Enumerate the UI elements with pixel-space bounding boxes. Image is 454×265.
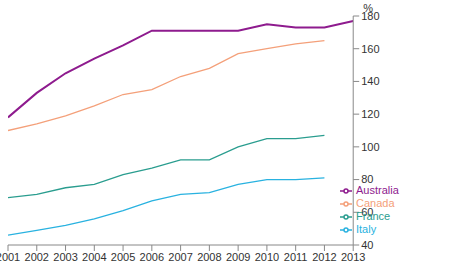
svg-text:2001: 2001 bbox=[8, 251, 20, 263]
svg-text:2010: 2010 bbox=[255, 251, 279, 263]
svg-text:2007: 2007 bbox=[168, 251, 192, 263]
svg-text:2012: 2012 bbox=[312, 251, 336, 263]
svg-text:120: 120 bbox=[361, 108, 379, 120]
svg-text:2005: 2005 bbox=[111, 251, 135, 263]
svg-text:%: % bbox=[363, 2, 373, 14]
svg-text:2002: 2002 bbox=[25, 251, 49, 263]
svg-text:80: 80 bbox=[361, 173, 373, 185]
svg-text:140: 140 bbox=[361, 75, 379, 87]
svg-text:160: 160 bbox=[361, 43, 379, 55]
svg-text:2013: 2013 bbox=[341, 251, 365, 263]
svg-text:2009: 2009 bbox=[226, 251, 250, 263]
svg-text:2006: 2006 bbox=[140, 251, 164, 263]
svg-text:2011: 2011 bbox=[284, 251, 308, 263]
svg-text:60: 60 bbox=[361, 206, 373, 218]
svg-text:100: 100 bbox=[361, 141, 379, 153]
svg-text:2008: 2008 bbox=[197, 251, 221, 263]
svg-text:40: 40 bbox=[361, 239, 373, 251]
svg-text:2004: 2004 bbox=[82, 251, 106, 263]
svg-text:2003: 2003 bbox=[53, 251, 77, 263]
